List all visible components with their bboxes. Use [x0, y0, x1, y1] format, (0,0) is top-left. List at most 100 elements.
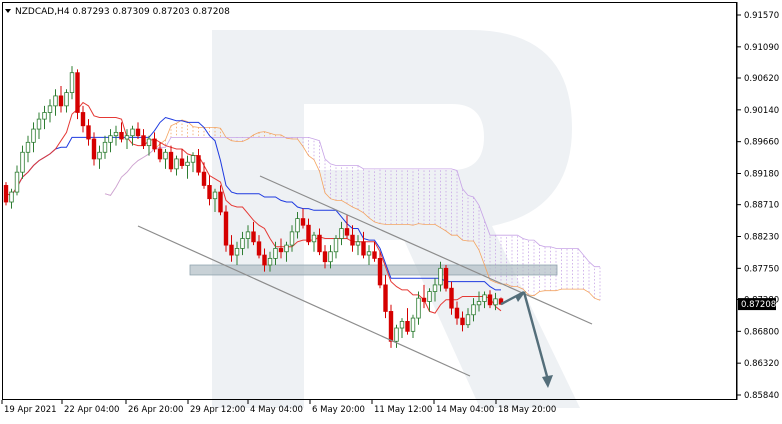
- candle: [493, 292, 498, 311]
- candle: [333, 235, 339, 259]
- candle: [58, 85, 64, 113]
- candle: [311, 231, 317, 252]
- candle-body: [234, 248, 240, 256]
- candle: [339, 221, 344, 246]
- candle-body: [493, 298, 498, 306]
- candle-body: [124, 135, 130, 140]
- candle: [223, 205, 229, 252]
- candle-body: [25, 141, 31, 153]
- annotations: [137, 175, 593, 388]
- time-tick-label: 4 May 04:00: [250, 405, 303, 415]
- candle: [460, 311, 465, 332]
- candle-body: [383, 284, 388, 312]
- candle-body: [350, 234, 355, 246]
- candle-body: [130, 128, 135, 137]
- candle: [201, 162, 207, 189]
- candle: [36, 112, 42, 140]
- candle: [262, 248, 267, 272]
- time-tick-label: 19 Apr 2021: [4, 405, 57, 415]
- candle: [108, 129, 113, 153]
- candle: [465, 308, 471, 329]
- candle-body: [284, 244, 289, 253]
- candle: [152, 132, 157, 153]
- candle-body: [212, 191, 218, 200]
- candle: [443, 265, 449, 292]
- candle-body: [80, 112, 86, 127]
- candle-body: [300, 218, 306, 226]
- candle-body: [366, 251, 372, 256]
- candle: [317, 228, 322, 256]
- candle-body: [273, 248, 278, 259]
- candle-body: [449, 287, 454, 309]
- candle: [135, 122, 141, 140]
- candle: [86, 119, 91, 146]
- candle-body: [53, 95, 58, 107]
- candle: [207, 175, 212, 206]
- candle-body: [454, 307, 460, 319]
- candle-body: [377, 257, 383, 286]
- candle: [245, 225, 251, 249]
- candle-body: [240, 238, 245, 249]
- price-axis: 0.91570 0.91090 0.90620 0.90140 0.89660 0.891…: [737, 11, 779, 401]
- candle: [427, 288, 432, 312]
- price-tick-label: 0.85840: [744, 391, 779, 401]
- arrow-head-down-icon: [542, 375, 553, 388]
- price-tick-label: 0.87750: [744, 264, 779, 274]
- candle: [240, 231, 245, 256]
- candle: [405, 308, 410, 335]
- candle-body: [295, 218, 300, 233]
- candle: [377, 251, 383, 289]
- candle-body: [190, 155, 196, 163]
- candle-body: [64, 92, 69, 107]
- candle-body: [460, 317, 465, 326]
- candle: [168, 145, 174, 173]
- candle-body: [322, 251, 328, 263]
- time-tick-label: 22 Apr 04:00: [64, 405, 119, 415]
- resistance-zone: [189, 264, 558, 276]
- candle-body: [201, 171, 207, 186]
- candle: [273, 241, 278, 266]
- candle: [295, 211, 300, 239]
- price-tick-label: 0.91570: [744, 11, 779, 21]
- candle: [157, 142, 163, 163]
- candle: [361, 231, 366, 259]
- candle: [416, 291, 421, 325]
- candle: [284, 241, 289, 262]
- candle: [487, 290, 493, 309]
- candle: [234, 241, 240, 266]
- candle-body: [113, 131, 119, 137]
- candle-body: [251, 231, 256, 243]
- time-tick-label: 14 May 04:00: [436, 405, 494, 415]
- candle-body: [476, 301, 482, 306]
- candle-body: [262, 254, 267, 266]
- candle: [278, 238, 284, 259]
- candle: [355, 235, 361, 256]
- candle: [482, 291, 487, 309]
- candle-body: [361, 241, 366, 256]
- candle-body: [102, 141, 108, 153]
- candle-body: [498, 298, 504, 305]
- candle: [366, 245, 372, 266]
- candle-body: [119, 131, 124, 140]
- candle: [421, 284, 427, 309]
- chevron-down-icon[interactable]: [5, 9, 11, 13]
- candle-body: [328, 251, 333, 263]
- candle-body: [146, 138, 152, 147]
- candle-body: [372, 251, 377, 259]
- candle: [124, 129, 130, 149]
- candles: [3, 66, 504, 348]
- candle: [350, 225, 355, 252]
- candle: [91, 132, 97, 166]
- candle-body: [256, 241, 262, 256]
- candle-body: [344, 228, 350, 236]
- candle: [20, 145, 25, 179]
- candle-body: [196, 155, 201, 173]
- candle-body: [267, 257, 273, 266]
- candle-body: [174, 158, 179, 170]
- candle: [449, 281, 454, 315]
- candle-body: [432, 284, 438, 292]
- candle-body: [405, 320, 410, 332]
- candle: [69, 66, 75, 100]
- candle-body: [97, 151, 102, 160]
